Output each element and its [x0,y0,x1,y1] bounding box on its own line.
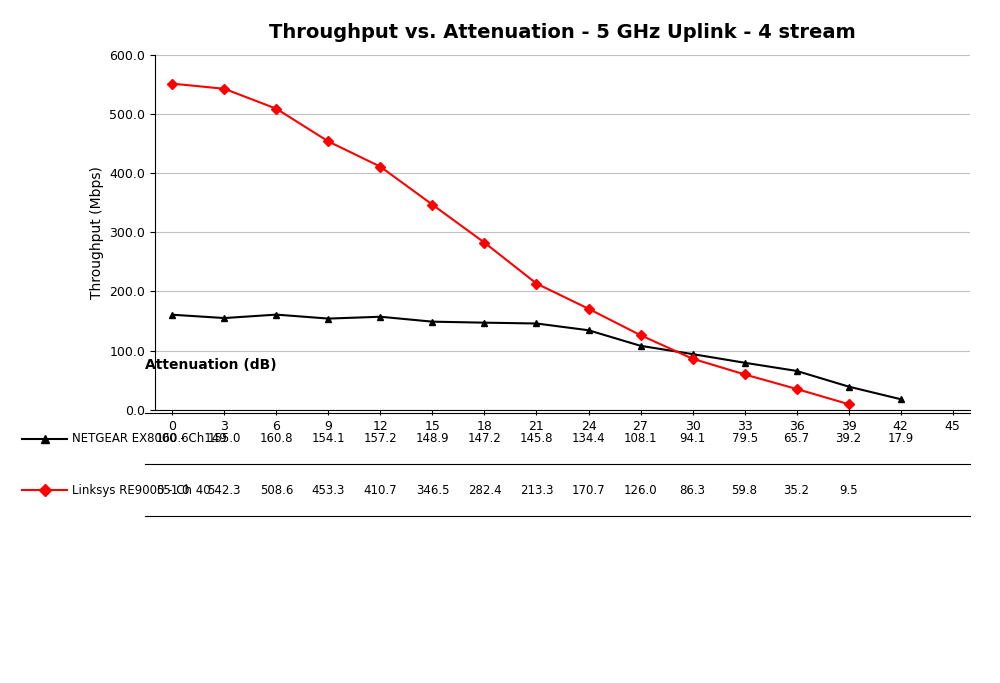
Title: Throughput vs. Attenuation - 5 GHz Uplink - 4 stream: Throughput vs. Attenuation - 5 GHz Uplin… [269,23,856,42]
Text: 17.9: 17.9 [888,432,914,445]
Text: 59.8: 59.8 [732,484,758,497]
NETGEAR EX8000 - Ch149 [530,320,542,328]
Linksys RE9000 - Ch 40 [583,305,595,313]
Line: Linksys RE9000 - Ch 40: Linksys RE9000 - Ch 40 [169,80,852,408]
Text: 65.7: 65.7 [784,432,810,445]
Text: 410.7: 410.7 [364,484,397,497]
Text: 154.1: 154.1 [312,432,345,445]
Text: 108.1: 108.1 [624,432,657,445]
Linksys RE9000 - Ch 40 [166,79,178,87]
Text: Linksys RE9000 - Ch 40: Linksys RE9000 - Ch 40 [72,484,211,497]
Text: 542.3: 542.3 [208,484,241,497]
Text: 157.2: 157.2 [364,432,397,445]
Linksys RE9000 - Ch 40 [843,400,855,408]
NETGEAR EX8000 - Ch149 [791,367,803,375]
Text: 346.5: 346.5 [416,484,449,497]
Text: 86.3: 86.3 [680,484,706,497]
Text: 453.3: 453.3 [312,484,345,497]
Text: 145.8: 145.8 [520,432,553,445]
Linksys RE9000 - Ch 40 [270,104,282,113]
Text: NETGEAR EX8000 - Ch149: NETGEAR EX8000 - Ch149 [72,432,227,445]
NETGEAR EX8000 - Ch149 [374,313,386,321]
NETGEAR EX8000 - Ch149 [687,350,699,358]
Line: NETGEAR EX8000 - Ch149: NETGEAR EX8000 - Ch149 [169,311,904,403]
Text: 170.7: 170.7 [572,484,605,497]
Text: 147.2: 147.2 [468,432,501,445]
Text: 160.8: 160.8 [260,432,293,445]
Text: 148.9: 148.9 [416,432,449,445]
Text: 35.2: 35.2 [784,484,810,497]
NETGEAR EX8000 - Ch149 [635,342,647,350]
Text: 39.2: 39.2 [836,432,862,445]
Text: 134.4: 134.4 [572,432,605,445]
Text: 9.5: 9.5 [839,484,858,497]
Text: 551.0: 551.0 [156,484,189,497]
Y-axis label: Throughput (Mbps): Throughput (Mbps) [90,166,104,298]
Linksys RE9000 - Ch 40 [791,385,803,393]
NETGEAR EX8000 - Ch149 [426,318,438,326]
NETGEAR EX8000 - Ch149 [739,359,751,367]
Linksys RE9000 - Ch 40 [739,370,751,378]
NETGEAR EX8000 - Ch149 [166,311,178,319]
NETGEAR EX8000 - Ch149 [218,314,230,322]
NETGEAR EX8000 - Ch149 [478,318,490,326]
Linksys RE9000 - Ch 40 [478,238,490,247]
NETGEAR EX8000 - Ch149 [322,314,334,322]
NETGEAR EX8000 - Ch149 [843,382,855,391]
Linksys RE9000 - Ch 40 [687,354,699,363]
Linksys RE9000 - Ch 40 [530,279,542,288]
Linksys RE9000 - Ch 40 [374,163,386,171]
Text: 282.4: 282.4 [468,484,501,497]
NETGEAR EX8000 - Ch149 [895,395,907,403]
Text: 213.3: 213.3 [520,484,553,497]
Linksys RE9000 - Ch 40 [322,137,334,145]
Text: 126.0: 126.0 [624,484,657,497]
Text: 155.0: 155.0 [208,432,241,445]
NETGEAR EX8000 - Ch149 [270,311,282,319]
Linksys RE9000 - Ch 40 [218,85,230,93]
NETGEAR EX8000 - Ch149 [583,326,595,335]
Linksys RE9000 - Ch 40 [635,331,647,339]
Text: 79.5: 79.5 [732,432,758,445]
Text: 94.1: 94.1 [679,432,706,445]
Text: Attenuation (dB): Attenuation (dB) [145,359,277,372]
Text: 508.6: 508.6 [260,484,293,497]
Text: 160.6: 160.6 [156,432,189,445]
Linksys RE9000 - Ch 40 [426,201,438,209]
